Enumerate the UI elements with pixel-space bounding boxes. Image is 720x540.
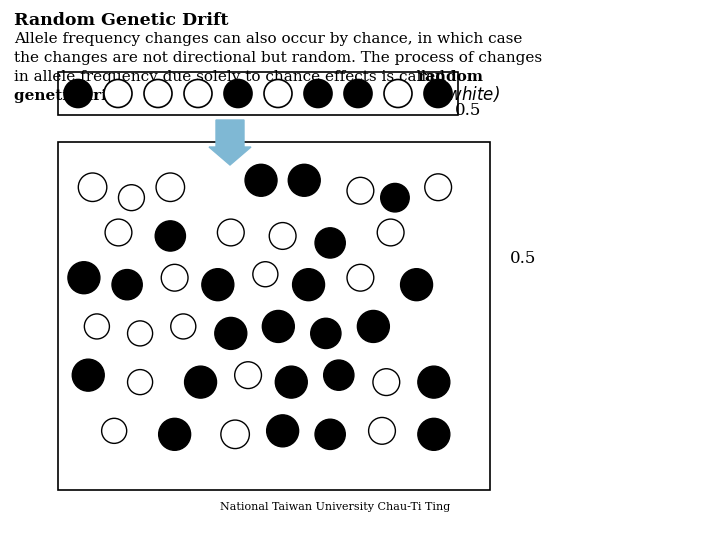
Text: Random Genetic Drift: Random Genetic Drift — [14, 12, 228, 29]
Circle shape — [400, 269, 433, 301]
Circle shape — [384, 79, 412, 107]
Circle shape — [119, 185, 145, 211]
Circle shape — [418, 418, 450, 450]
Text: .: . — [112, 89, 117, 103]
Circle shape — [102, 418, 127, 443]
Circle shape — [84, 314, 109, 339]
Text: random: random — [418, 70, 484, 84]
Text: in allele frequency due solely to chance effects is called: in allele frequency due solely to chance… — [14, 70, 450, 84]
Text: National Taiwan University Chau-Ti Ting: National Taiwan University Chau-Ti Ting — [220, 502, 450, 512]
Circle shape — [418, 366, 450, 398]
Circle shape — [245, 164, 277, 196]
Circle shape — [425, 174, 451, 201]
Circle shape — [288, 164, 320, 196]
Circle shape — [275, 366, 307, 398]
Circle shape — [304, 79, 332, 107]
Circle shape — [324, 360, 354, 390]
Text: genetic drift: genetic drift — [14, 89, 120, 103]
Circle shape — [64, 79, 92, 107]
Text: Allele frequency changes can also occur by chance, in which case: Allele frequency changes can also occur … — [14, 32, 523, 46]
Circle shape — [112, 269, 143, 300]
Text: $f$ (white): $f$ (white) — [430, 84, 500, 104]
Circle shape — [347, 264, 374, 291]
Circle shape — [72, 359, 104, 391]
FancyArrow shape — [209, 120, 251, 165]
Circle shape — [171, 314, 196, 339]
Circle shape — [377, 219, 404, 246]
Circle shape — [224, 79, 252, 107]
Circle shape — [264, 79, 292, 107]
Circle shape — [381, 184, 409, 212]
Circle shape — [161, 264, 188, 291]
Text: 0.5: 0.5 — [455, 102, 482, 119]
Circle shape — [315, 419, 346, 449]
Circle shape — [144, 79, 172, 107]
Circle shape — [202, 269, 234, 301]
Circle shape — [266, 415, 299, 447]
Circle shape — [357, 310, 390, 342]
Circle shape — [104, 79, 132, 107]
Bar — [58, 142, 490, 490]
Circle shape — [269, 222, 296, 249]
Circle shape — [292, 269, 325, 301]
Circle shape — [347, 177, 374, 204]
Circle shape — [158, 418, 191, 450]
Text: the changes are not directional but random. The process of changes: the changes are not directional but rand… — [14, 51, 542, 65]
Circle shape — [68, 262, 100, 294]
Circle shape — [184, 79, 212, 107]
Circle shape — [344, 79, 372, 107]
Circle shape — [262, 310, 294, 342]
Circle shape — [215, 318, 247, 349]
Circle shape — [424, 79, 452, 107]
Circle shape — [156, 221, 186, 251]
Circle shape — [373, 369, 400, 395]
Circle shape — [221, 420, 249, 449]
Bar — [58, 72, 458, 115]
Circle shape — [235, 362, 261, 389]
Circle shape — [78, 173, 107, 201]
Circle shape — [127, 369, 153, 395]
Circle shape — [253, 262, 278, 287]
Circle shape — [156, 173, 184, 201]
Circle shape — [184, 366, 217, 398]
Text: 0.5: 0.5 — [510, 250, 536, 267]
Circle shape — [217, 219, 244, 246]
Circle shape — [315, 228, 346, 258]
Circle shape — [105, 219, 132, 246]
Circle shape — [369, 417, 395, 444]
Circle shape — [127, 321, 153, 346]
Circle shape — [311, 318, 341, 348]
